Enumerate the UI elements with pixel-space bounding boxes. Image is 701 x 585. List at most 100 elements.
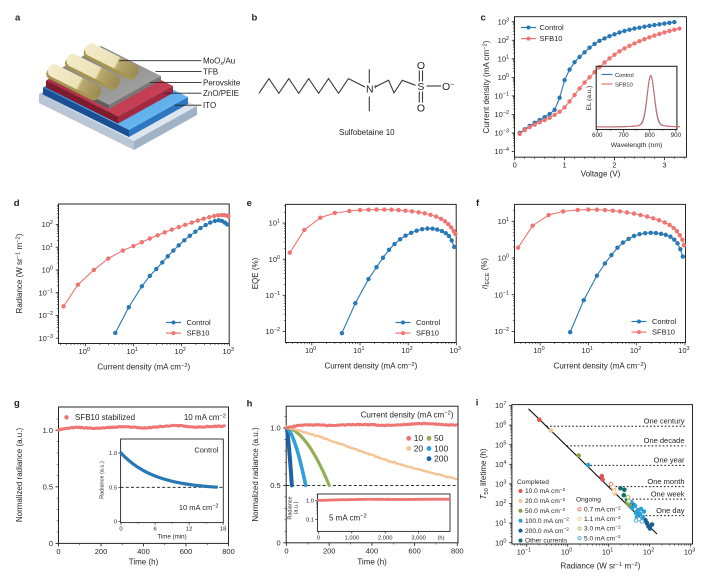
svg-text:(h): (h)	[437, 535, 444, 541]
svg-text:10−1: 10−1	[39, 288, 54, 297]
svg-text:O: O	[417, 103, 425, 115]
svg-text:Time (h): Time (h)	[357, 558, 387, 567]
svg-text:Radiance (W sr−1 m−2): Radiance (W sr−1 m−2)	[561, 562, 641, 571]
svg-text:5.0 mA cm−2: 5.0 mA cm−2	[584, 534, 621, 542]
svg-text:1.0: 1.0	[43, 426, 53, 435]
svg-text:T50 lifetime (h): T50 lifetime (h)	[479, 448, 490, 499]
svg-text:0.5: 0.5	[43, 482, 53, 491]
svg-text:Current density (mA cm−2): Current density (mA cm−2)	[324, 362, 417, 371]
svg-text:Control: Control	[416, 318, 441, 327]
svg-text:10−4: 10−4	[495, 147, 510, 156]
svg-text:(a.u.): (a.u.)	[294, 501, 300, 514]
svg-text:1.0: 1.0	[270, 424, 280, 433]
svg-text:5 mA cm−2: 5 mA cm−2	[329, 514, 367, 523]
svg-text:10−2: 10−2	[495, 327, 510, 336]
svg-text:N+: N+	[366, 84, 378, 96]
svg-text:0: 0	[284, 546, 288, 555]
svg-text:103: 103	[684, 548, 695, 557]
svg-text:12: 12	[186, 527, 192, 533]
svg-text:101: 101	[498, 217, 509, 226]
svg-text:Sulfobetaine 10: Sulfobetaine 10	[339, 128, 395, 137]
svg-text:101: 101	[582, 346, 593, 355]
svg-text:10.0 mA cm−2: 10.0 mA cm−2	[525, 487, 566, 495]
svg-text:Current density (mA cm−2): Current density (mA cm−2)	[361, 410, 454, 419]
svg-text:a: a	[15, 13, 21, 24]
svg-text:10−1: 10−1	[495, 92, 510, 101]
svg-text:3,000: 3,000	[411, 535, 426, 541]
svg-text:101: 101	[353, 346, 364, 355]
svg-text:Time (h): Time (h)	[129, 558, 159, 567]
svg-text:10−2: 10−2	[39, 311, 54, 320]
svg-text:0.5: 0.5	[109, 485, 117, 491]
svg-text:107: 107	[495, 401, 506, 410]
svg-text:Control: Control	[652, 317, 677, 326]
svg-text:10−2: 10−2	[495, 110, 510, 119]
svg-text:SFB10 stabilized: SFB10 stabilized	[75, 413, 135, 422]
svg-text:0.5: 0.5	[270, 481, 280, 490]
svg-text:200: 200	[323, 546, 336, 555]
svg-text:18: 18	[220, 527, 226, 533]
svg-text:10−1: 10−1	[517, 548, 532, 557]
svg-text:Control: Control	[615, 73, 634, 79]
svg-text:One day: One day	[656, 506, 685, 515]
svg-text:200.0 mA cm−2: 200.0 mA cm−2	[525, 527, 569, 535]
svg-text:103: 103	[495, 480, 506, 489]
svg-text:h: h	[247, 399, 253, 410]
svg-text:One century: One century	[644, 416, 685, 425]
svg-text:10−3: 10−3	[39, 334, 54, 343]
svg-text:f: f	[476, 198, 480, 209]
svg-text:20: 20	[414, 443, 424, 453]
svg-text:Current density (mA cm−2): Current density (mA cm−2)	[482, 40, 491, 133]
svg-text:102: 102	[643, 548, 654, 557]
svg-text:200: 200	[434, 454, 448, 464]
svg-text:100: 100	[42, 266, 53, 275]
svg-text:50.0 mA cm−2: 50.0 mA cm−2	[525, 507, 566, 515]
svg-text:i: i	[476, 398, 479, 409]
svg-text:One month: One month	[647, 477, 684, 486]
svg-text:1: 1	[563, 161, 567, 170]
svg-text:0: 0	[114, 520, 117, 526]
svg-text:102: 102	[630, 346, 641, 355]
svg-text:100: 100	[79, 347, 90, 356]
svg-text:200: 200	[95, 547, 108, 556]
svg-text:3: 3	[662, 161, 666, 170]
svg-text:Control: Control	[187, 318, 212, 327]
svg-text:d: d	[14, 198, 20, 209]
svg-text:Wavelength (nm): Wavelength (nm)	[611, 142, 663, 149]
svg-text:100: 100	[498, 73, 509, 82]
svg-text:Perovskite: Perovskite	[203, 78, 241, 87]
svg-text:600: 600	[180, 547, 193, 556]
svg-text:Radiance (W sr−1 m−2): Radiance (W sr−1 m−2)	[15, 233, 24, 313]
svg-text:600: 600	[592, 132, 603, 139]
svg-text:101: 101	[602, 548, 613, 557]
svg-text:101: 101	[127, 347, 138, 356]
svg-text:Current density (mA cm−2): Current density (mA cm−2)	[97, 363, 190, 372]
svg-text:Completed: Completed	[517, 479, 549, 486]
svg-text:0: 0	[317, 535, 320, 541]
svg-text:100: 100	[561, 548, 572, 557]
svg-text:600: 600	[408, 546, 421, 555]
svg-text:105: 105	[495, 440, 506, 449]
svg-text:SFB10: SFB10	[187, 329, 210, 338]
svg-text:800: 800	[222, 547, 235, 556]
svg-text:Ongoing: Ongoing	[576, 497, 601, 504]
svg-text:0: 0	[277, 538, 281, 547]
svg-text:100: 100	[533, 346, 544, 355]
svg-text:103: 103	[223, 347, 234, 356]
svg-text:10−1: 10−1	[495, 290, 510, 299]
svg-text:1,000: 1,000	[345, 535, 360, 541]
svg-text:400: 400	[366, 546, 379, 555]
svg-text:Normalized radiance (a.u.): Normalized radiance (a.u.)	[15, 428, 24, 523]
svg-text:101: 101	[495, 519, 506, 528]
svg-text:g: g	[14, 398, 20, 409]
svg-text:104: 104	[495, 460, 506, 469]
svg-text:100: 100	[434, 443, 448, 453]
svg-text:10−2: 10−2	[266, 327, 281, 336]
svg-text:ηECE (%): ηECE (%)	[480, 258, 491, 289]
svg-text:c: c	[481, 13, 486, 24]
svg-text:700: 700	[618, 132, 629, 139]
svg-text:EL (a.u.): EL (a.u.)	[586, 86, 593, 111]
svg-text:Radiance: Radiance	[288, 496, 294, 519]
svg-text:10: 10	[414, 433, 424, 443]
svg-text:900: 900	[671, 132, 682, 139]
